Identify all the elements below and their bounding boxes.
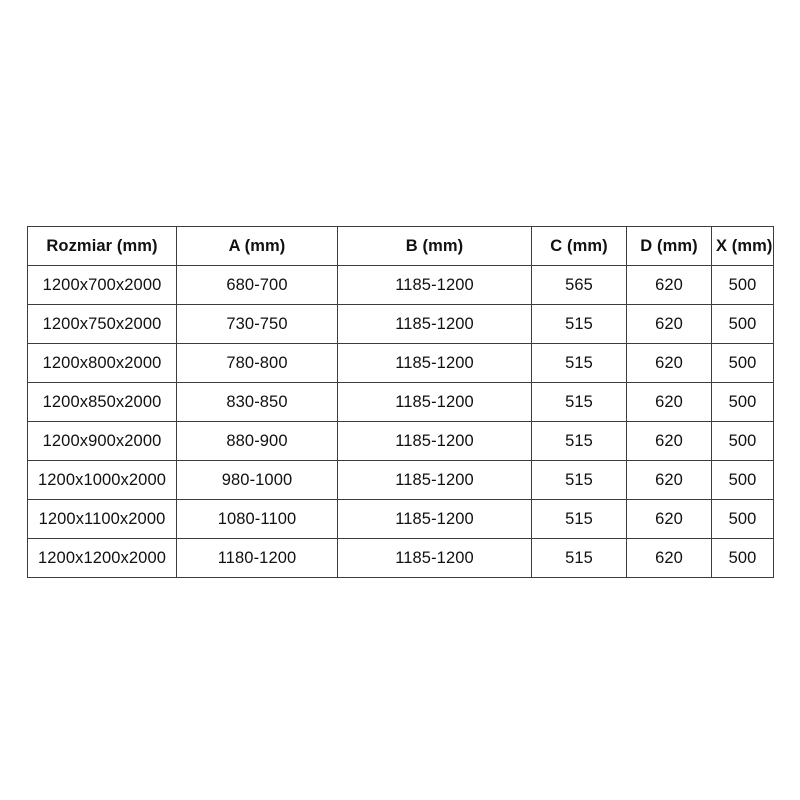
cell-b: 1185-1200: [337, 382, 532, 422]
cell-size: 1200x1200x2000: [27, 538, 177, 578]
column-header-d: D (mm): [626, 226, 712, 266]
cell-d: 620: [626, 265, 712, 305]
table-row: 1200x850x2000 830-850 1185-1200 515 620 500: [27, 382, 774, 422]
table-row: 1200x1200x2000 1180-1200 1185-1200 515 620 50…: [27, 538, 774, 578]
cell-b: 1185-1200: [337, 343, 532, 383]
table-row: 1200x700x2000 680-700 1185-1200 565 620 500: [27, 265, 774, 305]
cell-a: 1080-1100: [176, 499, 338, 539]
table-header: Rozmiar (mm) A (mm) B (mm) C (mm) D (mm) X (m…: [27, 226, 774, 266]
table-row: 1200x800x2000 780-800 1185-1200 515 620 500: [27, 343, 774, 383]
cell-d: 620: [626, 538, 712, 578]
cell-c: 565: [531, 265, 627, 305]
cell-a: 980-1000: [176, 460, 338, 500]
cell-x: 500: [711, 304, 774, 344]
column-header-c: C (mm): [531, 226, 627, 266]
cell-d: 620: [626, 460, 712, 500]
table-row: 1200x1100x2000 1080-1100 1185-1200 515 620 50…: [27, 499, 774, 539]
cell-d: 620: [626, 499, 712, 539]
cell-b: 1185-1200: [337, 265, 532, 305]
cell-x: 500: [711, 460, 774, 500]
cell-c: 515: [531, 421, 627, 461]
size-specification-table: Rozmiar (mm) A (mm) B (mm) C (mm) D (mm) X (m…: [27, 226, 774, 578]
cell-c: 515: [531, 304, 627, 344]
cell-a: 780-800: [176, 343, 338, 383]
cell-c: 515: [531, 538, 627, 578]
table-row: 1200x750x2000 730-750 1185-1200 515 620 500: [27, 304, 774, 344]
cell-size: 1200x1100x2000: [27, 499, 177, 539]
cell-a: 880-900: [176, 421, 338, 461]
cell-size: 1200x850x2000: [27, 382, 177, 422]
cell-size: 1200x750x2000: [27, 304, 177, 344]
cell-x: 500: [711, 538, 774, 578]
cell-d: 620: [626, 382, 712, 422]
cell-x: 500: [711, 343, 774, 383]
cell-c: 515: [531, 460, 627, 500]
table-body: 1200x700x2000 680-700 1185-1200 565 620 500 12…: [27, 265, 774, 578]
spec-table-container: Rozmiar (mm) A (mm) B (mm) C (mm) D (mm) X (m…: [27, 226, 774, 578]
cell-a: 1180-1200: [176, 538, 338, 578]
cell-a: 830-850: [176, 382, 338, 422]
cell-x: 500: [711, 421, 774, 461]
cell-b: 1185-1200: [337, 304, 532, 344]
table-row: 1200x900x2000 880-900 1185-1200 515 620 500: [27, 421, 774, 461]
cell-d: 620: [626, 304, 712, 344]
cell-size: 1200x700x2000: [27, 265, 177, 305]
cell-b: 1185-1200: [337, 460, 532, 500]
cell-size: 1200x800x2000: [27, 343, 177, 383]
cell-d: 620: [626, 343, 712, 383]
column-header-a: A (mm): [176, 226, 338, 266]
cell-a: 680-700: [176, 265, 338, 305]
cell-size: 1200x900x2000: [27, 421, 177, 461]
column-header-size: Rozmiar (mm): [27, 226, 177, 266]
cell-x: 500: [711, 265, 774, 305]
table-header-row: Rozmiar (mm) A (mm) B (mm) C (mm) D (mm) X (m…: [27, 226, 774, 266]
cell-c: 515: [531, 382, 627, 422]
cell-a: 730-750: [176, 304, 338, 344]
cell-b: 1185-1200: [337, 499, 532, 539]
cell-d: 620: [626, 421, 712, 461]
cell-x: 500: [711, 382, 774, 422]
cell-c: 515: [531, 499, 627, 539]
cell-b: 1185-1200: [337, 421, 532, 461]
table-row: 1200x1000x2000 980-1000 1185-1200 515 620 500: [27, 460, 774, 500]
cell-c: 515: [531, 343, 627, 383]
column-header-x: X (mm): [711, 226, 774, 266]
cell-x: 500: [711, 499, 774, 539]
cell-size: 1200x1000x2000: [27, 460, 177, 500]
column-header-b: B (mm): [337, 226, 532, 266]
cell-b: 1185-1200: [337, 538, 532, 578]
